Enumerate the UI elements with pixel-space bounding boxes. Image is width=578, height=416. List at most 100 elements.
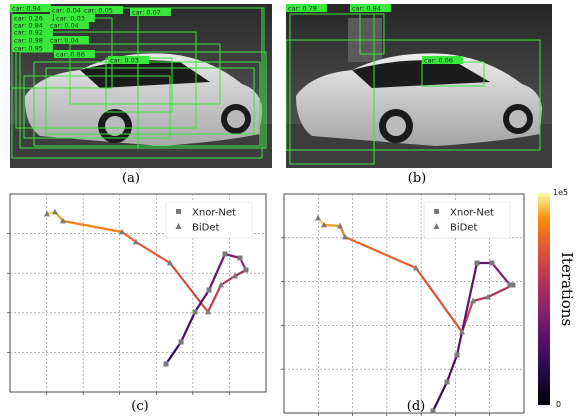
bidet-point	[52, 208, 58, 215]
detection-label-bg	[48, 21, 89, 29]
detection-label: car: 0.05	[84, 7, 113, 15]
legend-marker-xnor-net	[434, 209, 439, 214]
detection-label: car: 0.04	[52, 7, 81, 15]
bidet-point	[167, 259, 173, 266]
detection-label-bg	[54, 50, 95, 58]
trajectory-segment	[445, 353, 459, 384]
detection-label-bg	[50, 6, 91, 14]
detection-label-bg	[130, 8, 171, 16]
colorbar-tick-top: 1e5	[553, 188, 569, 197]
detection-label-bg	[82, 6, 123, 14]
detection-label: car: 0.07	[132, 9, 161, 17]
xnor-net-point	[444, 379, 450, 385]
legend-marker-xnor-net	[176, 209, 181, 214]
detection-label: car: 0.26	[14, 15, 43, 23]
bidet-point	[485, 293, 491, 300]
legend-marker-bidet	[175, 223, 182, 229]
trajectory-segment	[206, 283, 223, 314]
colorbar-title: Iterations	[558, 252, 576, 327]
caption-a: (a)	[122, 171, 140, 186]
trajectory-segment	[322, 223, 342, 228]
trajectory-segment	[414, 266, 464, 334]
legend	[165, 201, 253, 239]
detection-label: car: 0.95	[14, 45, 43, 53]
bidet-point	[315, 214, 321, 221]
plot-d: Xnor-Net BiDet	[281, 193, 525, 416]
detection-label-bg	[12, 36, 53, 44]
legend-label-xnor-net: Xnor-Net	[450, 208, 494, 219]
detection-label: car: 0.86	[56, 51, 85, 59]
legend	[423, 201, 511, 239]
bidet-point	[342, 233, 348, 240]
bidet-point	[60, 217, 66, 224]
xnor-net-point	[507, 282, 513, 288]
detection-label-bg	[54, 14, 95, 22]
xnor-net-point	[489, 260, 495, 266]
bidet-point	[205, 308, 211, 315]
legend-label-bidet: BiDet	[192, 223, 219, 234]
bidet-point	[321, 221, 327, 228]
xnor-net-point	[192, 309, 198, 315]
xnor-net-point	[237, 255, 243, 261]
trajectory-segment	[61, 219, 124, 234]
detection-label: car: 0.84	[14, 22, 43, 30]
caption-d: (d)	[406, 399, 426, 414]
caption-c: (c)	[131, 399, 149, 414]
detection-label-bg	[286, 4, 327, 12]
caption-b: (b)	[407, 171, 427, 186]
detection-label-bg	[10, 4, 51, 12]
trajectory-segment	[490, 261, 512, 287]
detection-label-bg	[108, 56, 149, 64]
bidet-point	[413, 264, 419, 271]
bidet-point	[44, 210, 50, 217]
bidet-point	[133, 238, 139, 245]
detection-label: car: 0.92	[14, 29, 43, 37]
photo-a: car: 0.94 car: 0.04 car: 0.05 car: 0.07car:…	[10, 4, 272, 168]
detection-label-bg	[12, 21, 53, 29]
colorbar-tick-bottom: 0	[556, 400, 562, 409]
colorbar	[538, 193, 550, 405]
xnor-net-point	[430, 408, 436, 414]
xnor-net-point	[178, 339, 184, 345]
trajectory-segment	[431, 380, 449, 413]
detection-label-bg	[48, 36, 89, 44]
detection-label-bg	[350, 4, 391, 12]
xnor-net-point	[474, 260, 480, 266]
detection-label: car: 0.03	[110, 57, 139, 65]
trajectory-segment	[179, 310, 197, 344]
xnor-net-point	[222, 251, 228, 257]
xnor-net-point	[454, 352, 460, 358]
bidet-point	[232, 272, 238, 279]
xnor-net-point	[206, 287, 212, 293]
detection-label-bg	[12, 44, 53, 52]
trajectory-segment	[164, 340, 183, 366]
xnor-net-point	[163, 361, 169, 367]
photo-b: car: 0.79 car: 0.94 car: 0.06	[286, 4, 552, 168]
bidet-point	[119, 228, 125, 235]
detection-label: car: 0.98	[14, 37, 43, 45]
detection-label: car: 0.79	[288, 5, 317, 13]
detection-label: car: 0.03	[56, 15, 85, 23]
bidet-point	[218, 281, 224, 288]
legend-label-bidet: BiDet	[450, 223, 477, 234]
panel-b: car: 0.79 car: 0.94 car: 0.06	[286, 4, 552, 168]
detection-label: car: 0.04	[50, 22, 79, 30]
plot-c: Xnor-Net BiDet	[7, 193, 267, 395]
trajectory-segment	[193, 288, 211, 314]
detection-label: car: 0.94	[12, 5, 41, 13]
bidet-point	[337, 222, 343, 229]
detection-label: car: 0.94	[352, 5, 381, 13]
detection-label: car: 0.04	[50, 37, 79, 45]
detection-label: car: 0.06	[424, 57, 453, 65]
xnor-net-point	[510, 282, 516, 288]
detection-label-bg	[12, 28, 53, 36]
detection-labels-a: car: 0.94 car: 0.04 car: 0.05 car: 0.07car:…	[10, 4, 171, 65]
detection-boxes-b	[286, 13, 541, 165]
detection-label-bg	[422, 56, 463, 64]
trajectory-segment	[471, 295, 490, 303]
trajectory-segment	[343, 235, 418, 270]
trajectory-segment	[168, 261, 210, 314]
panel-a: car: 0.94 car: 0.04 car: 0.05 car: 0.07 car:…	[10, 4, 272, 168]
detection-label-bg	[12, 14, 53, 22]
bidet-point	[459, 328, 465, 335]
